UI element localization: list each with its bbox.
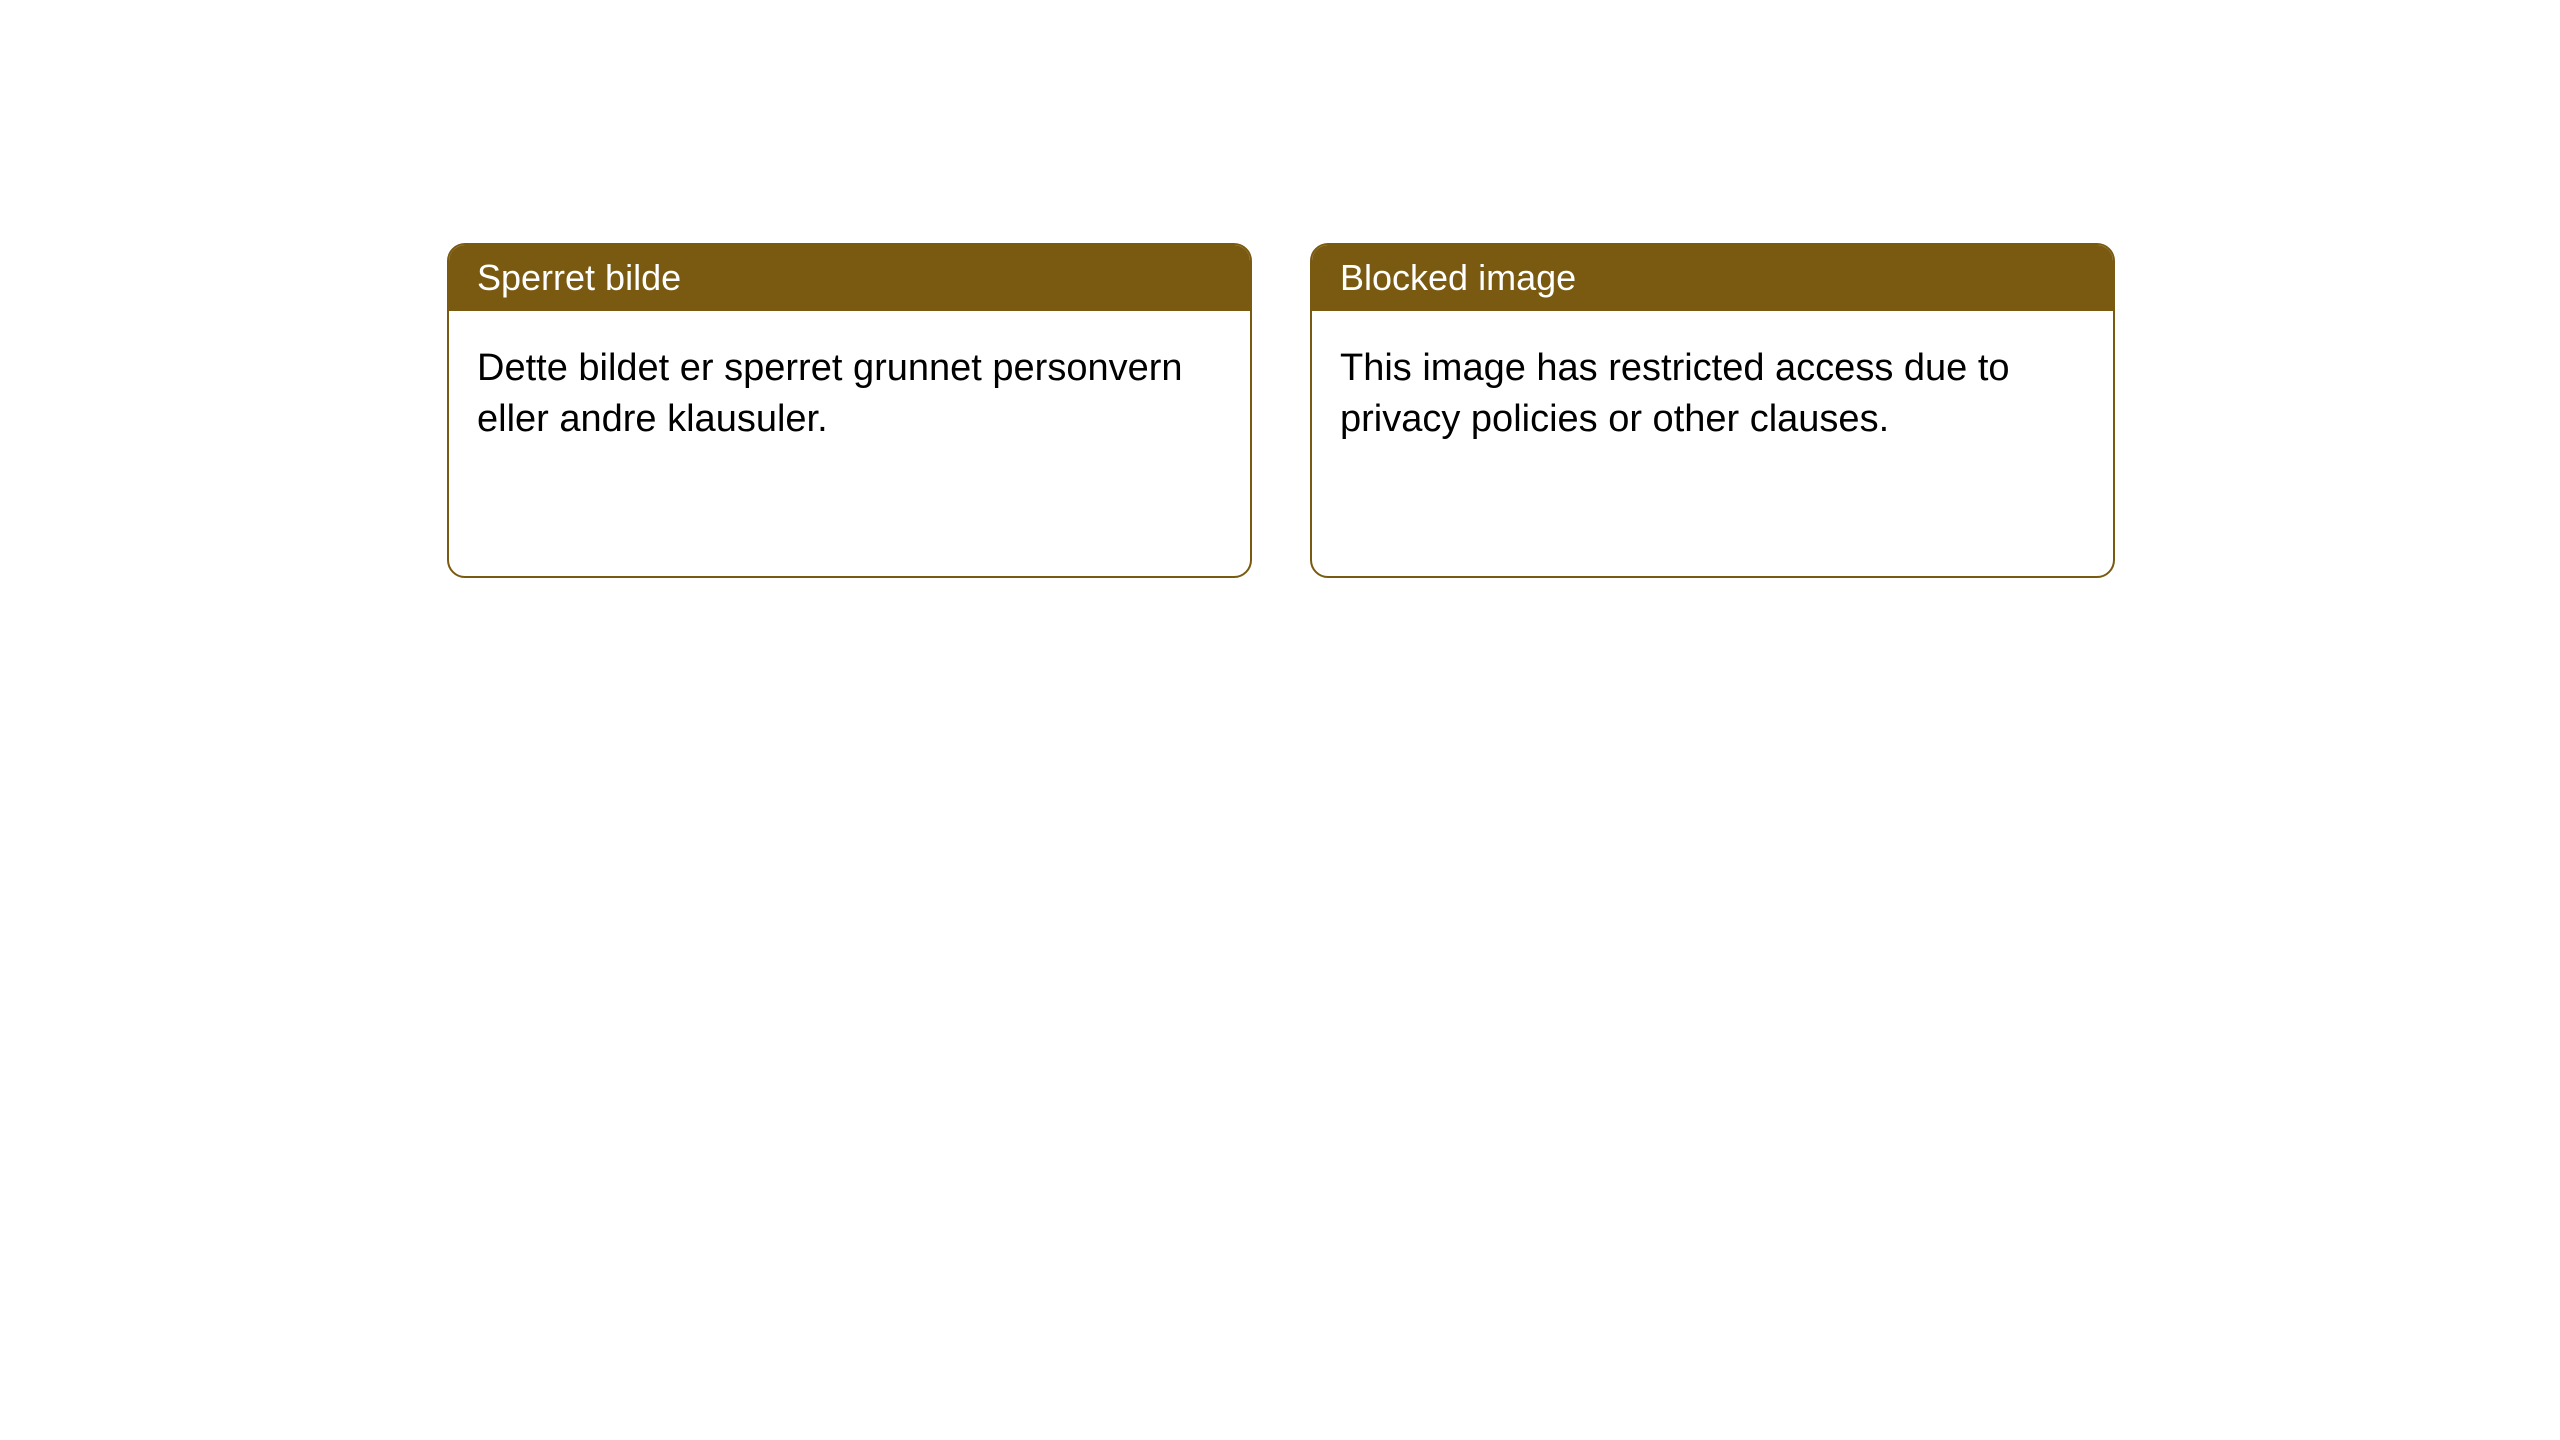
card-header-no: Sperret bilde (449, 245, 1250, 311)
card-text-no: Dette bildet er sperret grunnet personve… (477, 347, 1183, 440)
card-title-no: Sperret bilde (477, 257, 681, 298)
card-header-en: Blocked image (1312, 245, 2113, 311)
blocked-image-card-no: Sperret bilde Dette bildet er sperret gr… (447, 243, 1252, 578)
card-title-en: Blocked image (1340, 257, 1576, 298)
card-text-en: This image has restricted access due to … (1340, 347, 2010, 440)
blocked-image-card-en: Blocked image This image has restricted … (1310, 243, 2115, 578)
card-body-en: This image has restricted access due to … (1312, 311, 2113, 478)
card-container: Sperret bilde Dette bildet er sperret gr… (447, 243, 2115, 578)
card-body-no: Dette bildet er sperret grunnet personve… (449, 311, 1250, 478)
